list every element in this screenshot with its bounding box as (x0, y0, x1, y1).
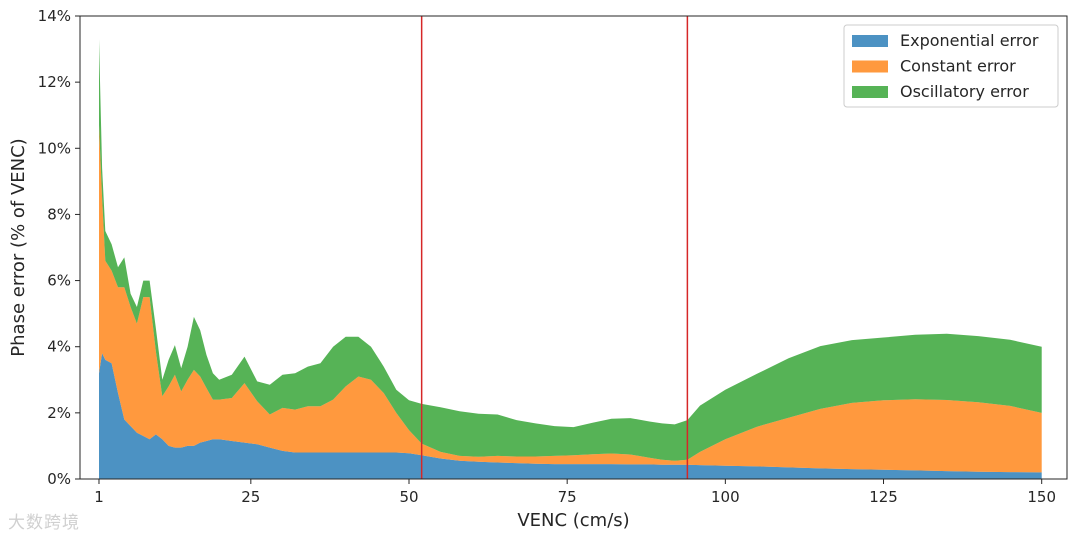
legend-swatch (852, 60, 888, 73)
area-exponential-error (99, 353, 1042, 479)
y-axis-ticks: 0% 2% 4% 6% 8% 10% 12% 14% (38, 7, 80, 488)
area-oscillatory-error (99, 39, 1042, 461)
x-tick-label: 50 (399, 488, 418, 506)
y-axis-label: Phase error (% of VENC) (8, 138, 29, 356)
x-axis-label: VENC (cm/s) (517, 510, 629, 531)
vertical-reference-lines (420, 16, 689, 479)
legend-swatch (852, 86, 888, 98)
y-tick-label: 10% (38, 139, 71, 157)
watermark-text: 大数跨境 (8, 513, 80, 533)
legend-box (843, 24, 1059, 108)
y-tick-label: 2% (47, 404, 71, 422)
y-tick-label: 14% (38, 7, 71, 25)
legend-label: Exponential error (900, 31, 1039, 50)
y-tick-label: 6% (47, 272, 71, 290)
x-tick-label: 150 (1027, 488, 1056, 506)
legend-swatch (852, 35, 888, 47)
area-series-group (99, 39, 1042, 479)
x-tick-label: 1 (94, 488, 104, 506)
legend: Exponential error Constant error Oscillato… (843, 24, 1059, 108)
x-tick-label: 75 (558, 488, 577, 506)
legend-label: Oscillatory error (900, 82, 1029, 101)
y-tick-label: 8% (47, 205, 71, 223)
legend-label: Constant error (900, 57, 1016, 76)
x-tick-label: 25 (241, 488, 260, 506)
y-tick-label: 12% (38, 73, 71, 91)
plot-frame (79, 15, 1068, 480)
x-tick-label: 100 (711, 488, 740, 506)
x-axis-ticks: 1 25 50 75 100 125 150 (94, 479, 1056, 506)
area-constant-error (99, 125, 1042, 473)
x-tick-label: 125 (869, 488, 898, 506)
y-tick-label: 4% (47, 338, 71, 356)
y-tick-label: 0% (47, 470, 71, 488)
